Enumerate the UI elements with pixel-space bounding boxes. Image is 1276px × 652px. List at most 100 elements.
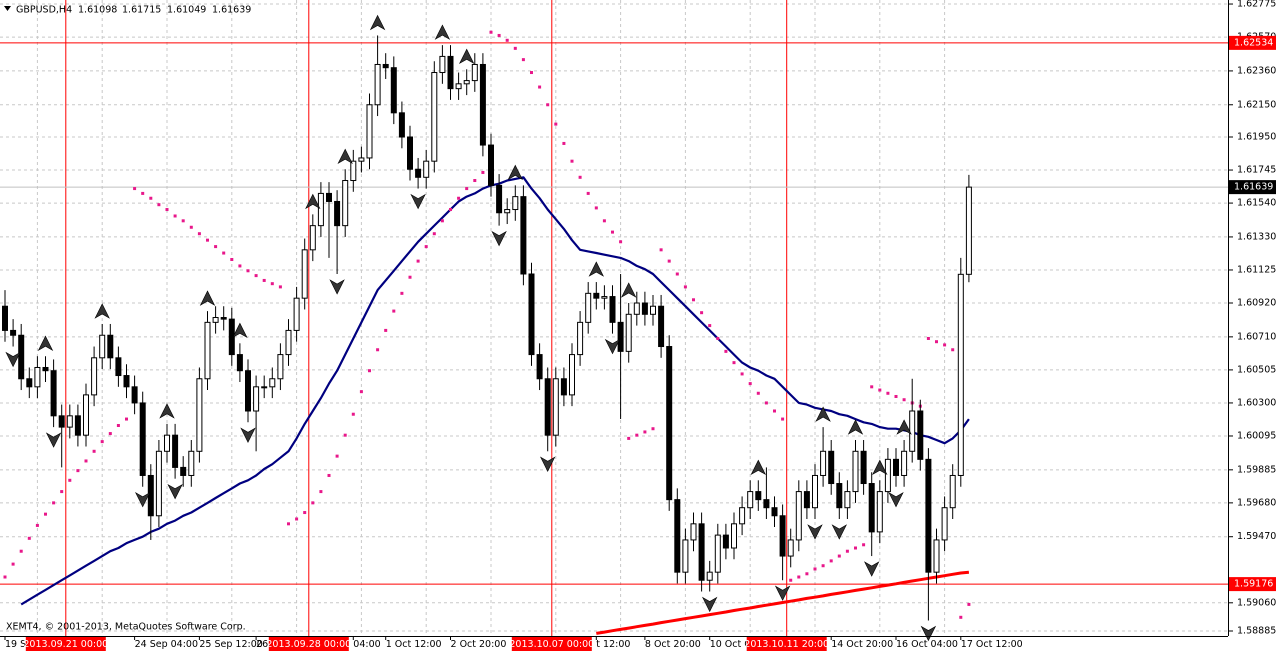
sar-dot [181, 219, 185, 223]
candle-body [569, 354, 575, 396]
candle-body [560, 378, 567, 396]
axis-layer: 1.627751.625701.623601.621501.619501.617… [4, 0, 1276, 651]
y-tick-label: 1.59060 [1237, 597, 1276, 608]
candle-body [706, 571, 713, 581]
fractal-down [701, 596, 718, 613]
sar-dot [635, 433, 639, 437]
fractal-down [167, 483, 183, 500]
sar-dot [594, 206, 598, 210]
fractal-up [159, 403, 175, 419]
x-tick-label: t 12:00 [596, 639, 630, 650]
candle-body [236, 354, 243, 372]
sar-dot [424, 245, 428, 249]
sar-dot [554, 122, 558, 126]
sar-dot [505, 38, 509, 42]
fractal-down [863, 561, 880, 577]
sar-dot [335, 454, 339, 458]
candle-body [479, 63, 486, 146]
fractal-up [588, 261, 605, 277]
sar-dot [862, 543, 866, 547]
fractal-up [434, 24, 451, 40]
candle-body [795, 491, 802, 541]
y-tick-label: 1.60710 [1237, 331, 1276, 342]
sar-dot [748, 382, 752, 386]
candle-body [180, 466, 187, 476]
fractal-down [604, 338, 621, 355]
sar-dot [781, 417, 785, 421]
x-tick-label: 25 Sep 12:00 [199, 639, 262, 650]
separator-label-box [746, 637, 827, 651]
x-tick-label: 10 Oct 04 [710, 639, 757, 650]
x-tick-label: 17 Oct 12:00 [961, 639, 1023, 650]
candle-body [269, 378, 276, 388]
candle-body [552, 378, 559, 436]
x-tick-label: 14 Oct 20:00 [831, 639, 893, 650]
candle-body [147, 474, 154, 517]
candle-body [18, 334, 25, 380]
candle-body [844, 491, 851, 509]
fractal-down [491, 230, 507, 247]
candle-body [245, 370, 251, 412]
sar-dot [278, 285, 282, 289]
candle-body [803, 491, 810, 509]
candle-body [731, 523, 737, 549]
sar-dot [214, 245, 218, 249]
candle-body [828, 450, 835, 485]
sar-dot [440, 219, 444, 223]
candle-body [779, 515, 786, 557]
sar-dot [384, 328, 388, 332]
candle-body [366, 104, 373, 159]
sar-dot [27, 536, 31, 540]
candle-body [66, 415, 73, 428]
sar-dot [125, 417, 128, 421]
candle-body [965, 186, 972, 275]
candle-body [407, 136, 413, 170]
ohlc-open: 1.61098 [78, 5, 117, 16]
candle-body [204, 321, 211, 380]
candle-body [58, 415, 65, 428]
sar-dot [546, 103, 550, 107]
candle-body [682, 539, 689, 573]
fractal-down [240, 427, 256, 443]
menu-icon[interactable] [4, 6, 11, 11]
candle-body [650, 305, 656, 315]
sar-dot [797, 575, 801, 579]
y-tick-label: 1.59470 [1237, 531, 1276, 542]
sar-dot [643, 430, 647, 434]
candle-body [220, 317, 227, 320]
fractal-up [872, 459, 888, 476]
sar-dot [408, 275, 412, 279]
sar-dot [230, 257, 234, 261]
candle-body [957, 273, 964, 476]
fractal-down [774, 585, 791, 601]
fractal-up [305, 193, 321, 210]
sar-dot [3, 575, 7, 579]
sar-dot [287, 522, 290, 526]
sar-dot [238, 264, 242, 268]
y-tick-label: 1.61950 [1237, 131, 1276, 142]
fractal-up [815, 406, 831, 422]
x-tick-label: 04:00 [353, 639, 380, 650]
sar-dot [619, 240, 623, 244]
candle-body [123, 375, 130, 388]
sar-dot [756, 391, 760, 395]
sar-dot [141, 191, 145, 195]
sar-dot [465, 187, 469, 191]
sar-dot [692, 298, 695, 302]
candle-body [398, 112, 405, 138]
candle-body [860, 450, 867, 485]
sar-dot [902, 398, 906, 402]
sar-dot [959, 615, 963, 619]
ohlc-close: 1.61639 [212, 5, 251, 16]
candle-body [317, 192, 324, 227]
fractal-layer [5, 14, 937, 642]
sar-dot [821, 564, 825, 568]
y-tick-label: 1.60300 [1237, 397, 1276, 408]
sar-dot [627, 436, 631, 440]
candle-body [261, 386, 268, 389]
indicator-layer [3, 30, 971, 635]
sar-dot [586, 191, 590, 195]
sar-dot [513, 46, 517, 50]
fractal-up [750, 459, 767, 476]
sar-dot [311, 501, 315, 505]
